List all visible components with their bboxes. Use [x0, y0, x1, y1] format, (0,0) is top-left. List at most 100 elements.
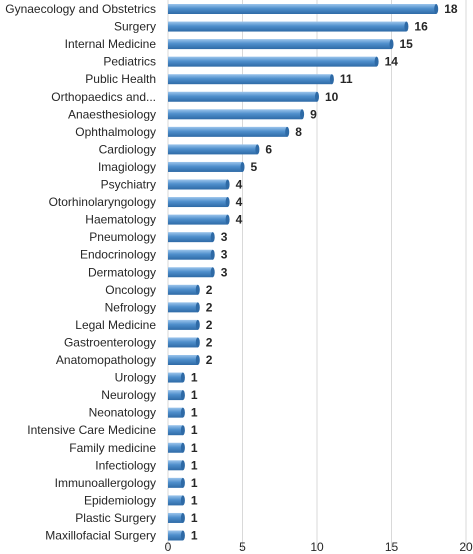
- bar-cap: [180, 477, 185, 488]
- x-tick-label: 20: [459, 540, 473, 554]
- value-label: 1: [191, 406, 198, 420]
- bar-cap: [210, 249, 215, 260]
- value-label: 1: [191, 458, 198, 472]
- bar-cap: [180, 407, 185, 418]
- bar: [168, 144, 258, 155]
- bar-cap: [374, 56, 379, 67]
- bar-cap: [225, 214, 230, 225]
- value-label: 2: [206, 353, 213, 367]
- bar-cap: [195, 337, 200, 348]
- value-label: 3: [221, 230, 228, 244]
- bar: [168, 407, 183, 418]
- category-label: Family medicine: [69, 441, 156, 455]
- bar-cap: [180, 442, 185, 453]
- category-label: Internal Medicine: [65, 37, 157, 51]
- category-label: Psychiatry: [101, 178, 156, 192]
- bar: [168, 109, 303, 120]
- bar-cap: [285, 126, 290, 137]
- bar: [168, 460, 183, 471]
- bar: [168, 372, 183, 383]
- bar-cap: [240, 161, 245, 172]
- category-label: Nefrology: [105, 300, 156, 314]
- category-label: Legal Medicine: [75, 318, 156, 332]
- value-label: 1: [191, 441, 198, 455]
- category-labels: Gynaecology and Obstetrics Surgery Interna…: [5, 2, 156, 543]
- bar-cap: [329, 74, 334, 85]
- bar-cap: [180, 530, 185, 541]
- bar: [168, 267, 213, 278]
- bar-cap: [210, 267, 215, 278]
- value-label: 11: [340, 72, 353, 86]
- category-label: Pneumology: [89, 230, 156, 244]
- value-label: 10: [325, 90, 339, 104]
- category-label: Haematology: [85, 213, 156, 227]
- bar: [168, 4, 437, 14]
- value-label: 16: [414, 20, 428, 34]
- x-tick-label: 15: [385, 540, 399, 554]
- bar: [168, 425, 183, 436]
- bar-cap: [404, 21, 409, 32]
- bar-cap: [180, 425, 185, 436]
- bar: [168, 56, 377, 67]
- value-label: 5: [251, 160, 258, 174]
- value-label: 1: [191, 423, 198, 437]
- category-label: Infectiology: [95, 458, 156, 472]
- bar: [168, 442, 183, 453]
- bar-cap: [180, 460, 185, 471]
- category-label: Anaesthesiology: [68, 107, 156, 121]
- bar-cap: [434, 4, 439, 14]
- value-label: 4: [236, 213, 243, 227]
- bar-cap: [315, 91, 319, 102]
- value-label: 4: [236, 178, 243, 192]
- category-label: Neurology: [101, 388, 156, 402]
- bar: [168, 319, 198, 330]
- bar: [168, 197, 228, 208]
- category-label: Gynaecology and Obstetrics: [5, 2, 156, 16]
- bar: [168, 161, 243, 172]
- category-label: Public Health: [85, 72, 156, 86]
- category-label: Cardiology: [99, 142, 156, 156]
- bars: [168, 4, 439, 541]
- bar: [168, 390, 183, 401]
- value-label: 18: [444, 2, 458, 16]
- bar: [168, 530, 183, 541]
- bar: [168, 495, 183, 506]
- value-label: 6: [265, 142, 272, 156]
- category-label: Anatomopathology: [56, 353, 156, 367]
- bar: [168, 214, 228, 225]
- value-label: 1: [191, 493, 198, 507]
- category-label: Urology: [115, 371, 156, 385]
- bar: [168, 232, 213, 243]
- x-axis-ticks: 0 5 10 15 20: [165, 540, 473, 554]
- value-label: 3: [221, 265, 228, 279]
- value-label: 2: [206, 335, 213, 349]
- value-label: 1: [191, 511, 198, 525]
- value-label: 8: [295, 125, 302, 139]
- bar-cap: [195, 355, 200, 365]
- category-label: Ophthalmology: [75, 125, 156, 139]
- value-label: 4: [236, 195, 243, 209]
- bar-cap: [255, 144, 260, 155]
- bar: [168, 39, 392, 50]
- bar: [168, 284, 198, 295]
- bar-cap: [389, 39, 394, 50]
- bar: [168, 74, 332, 85]
- bar: [168, 249, 213, 260]
- value-label: 3: [221, 248, 228, 262]
- value-label: 2: [206, 300, 213, 314]
- value-label: 1: [191, 476, 198, 490]
- category-label: Orthopaedics and...: [51, 90, 156, 104]
- value-label: 15: [400, 37, 414, 51]
- category-label: Pediatrics: [103, 55, 156, 69]
- bar-cap: [300, 109, 305, 120]
- category-label: Neonatology: [89, 406, 156, 420]
- bar-cap: [180, 495, 185, 506]
- x-tick-label: 0: [165, 540, 172, 554]
- category-label: Endocrinology: [80, 248, 156, 262]
- category-label: Plastic Surgery: [75, 511, 156, 525]
- bar-cap: [180, 372, 185, 383]
- bar-cap: [180, 512, 185, 523]
- value-label: 9: [310, 107, 317, 121]
